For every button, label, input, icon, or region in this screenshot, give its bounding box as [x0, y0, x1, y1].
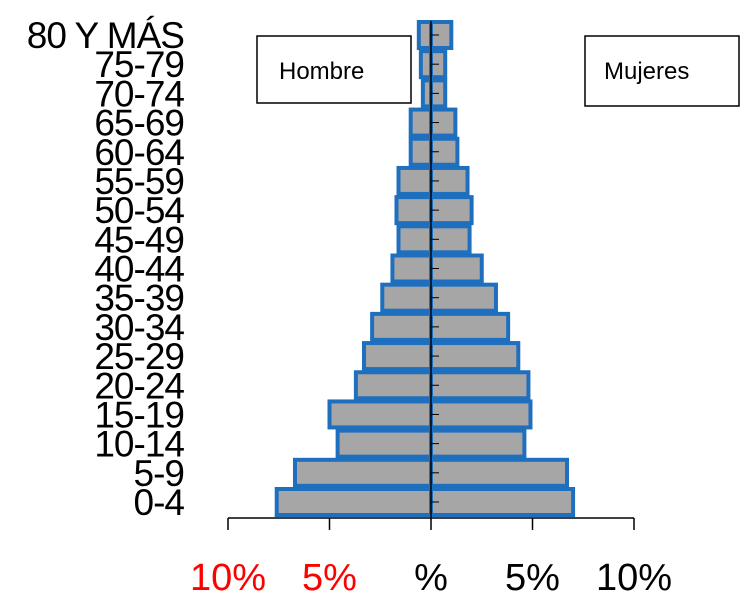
- bar-hombre-7: [380, 282, 433, 313]
- age-label-16: 80 Y MÁS: [27, 15, 184, 56]
- bar-hombre-0: [274, 487, 433, 517]
- axes-layer: [227, 21, 635, 530]
- age-label-6: 30-34: [94, 307, 184, 348]
- age-label-15: 75-79: [94, 44, 184, 85]
- bar-mujeres-3: [429, 399, 533, 430]
- age-label-5: 25-29: [94, 336, 184, 377]
- bar-hombre-2: [335, 428, 433, 459]
- bar-hombre-3: [327, 399, 433, 430]
- bar-mujeres-2: [429, 428, 527, 459]
- bar-mujeres-5: [429, 341, 521, 372]
- bar-hombre-10: [394, 195, 433, 226]
- bars-layer: [274, 20, 576, 517]
- x-tick-label-2: %: [414, 557, 448, 594]
- bar-hombre-4: [353, 370, 434, 401]
- age-label-2: 10-14: [94, 424, 184, 465]
- bar-hombre-6: [370, 311, 434, 342]
- age-label-3: 15-19: [94, 394, 184, 435]
- age-label-4: 20-24: [94, 365, 184, 406]
- legend-box-mujeres: Mujeres: [584, 35, 740, 107]
- age-label-8: 40-44: [94, 249, 184, 290]
- age-label-11: 55-59: [94, 161, 184, 202]
- bar-hombre-9: [396, 224, 433, 255]
- bar-mujeres-0: [429, 487, 576, 517]
- age-label-9: 45-49: [94, 219, 184, 260]
- bar-hombre-8: [390, 253, 433, 284]
- bar-hombre-11: [396, 165, 433, 196]
- x-tick-label-0: 10%: [190, 557, 266, 594]
- legend-label-mujeres: Mujeres: [604, 58, 689, 85]
- x-tick-label-3: 5%: [505, 557, 560, 594]
- age-label-0: 0-4: [134, 482, 185, 523]
- age-label-10: 50-54: [94, 190, 184, 231]
- x-tick-label-1: 5%: [302, 557, 357, 594]
- bar-mujeres-10: [429, 195, 474, 226]
- legend-label-hombre: Hombre: [279, 58, 364, 85]
- legend-box-hombre: Hombre: [256, 35, 412, 104]
- age-label-12: 60-64: [94, 132, 184, 173]
- age-label-1: 5-9: [134, 453, 184, 494]
- bar-mujeres-4: [429, 370, 531, 401]
- bar-hombre-5: [362, 341, 434, 372]
- bar-mujeres-7: [429, 282, 498, 313]
- x-tick-labels: 10% 5%% 5% 10%: [190, 557, 672, 594]
- age-label-13: 65-69: [94, 103, 184, 144]
- bar-mujeres-6: [429, 311, 511, 342]
- age-label-14: 70-74: [94, 73, 184, 114]
- bar-mujeres-1: [429, 457, 570, 488]
- bar-hombre-13: [408, 107, 434, 138]
- bar-hombre-1: [292, 457, 433, 488]
- x-tick-label-4: 10%: [596, 557, 672, 594]
- bar-hombre-12: [408, 136, 434, 167]
- age-label-7: 35-39: [94, 278, 184, 319]
- age-group-labels: 0-45-910-1415-1920-2425-2930-3435-3940-4…: [27, 15, 186, 523]
